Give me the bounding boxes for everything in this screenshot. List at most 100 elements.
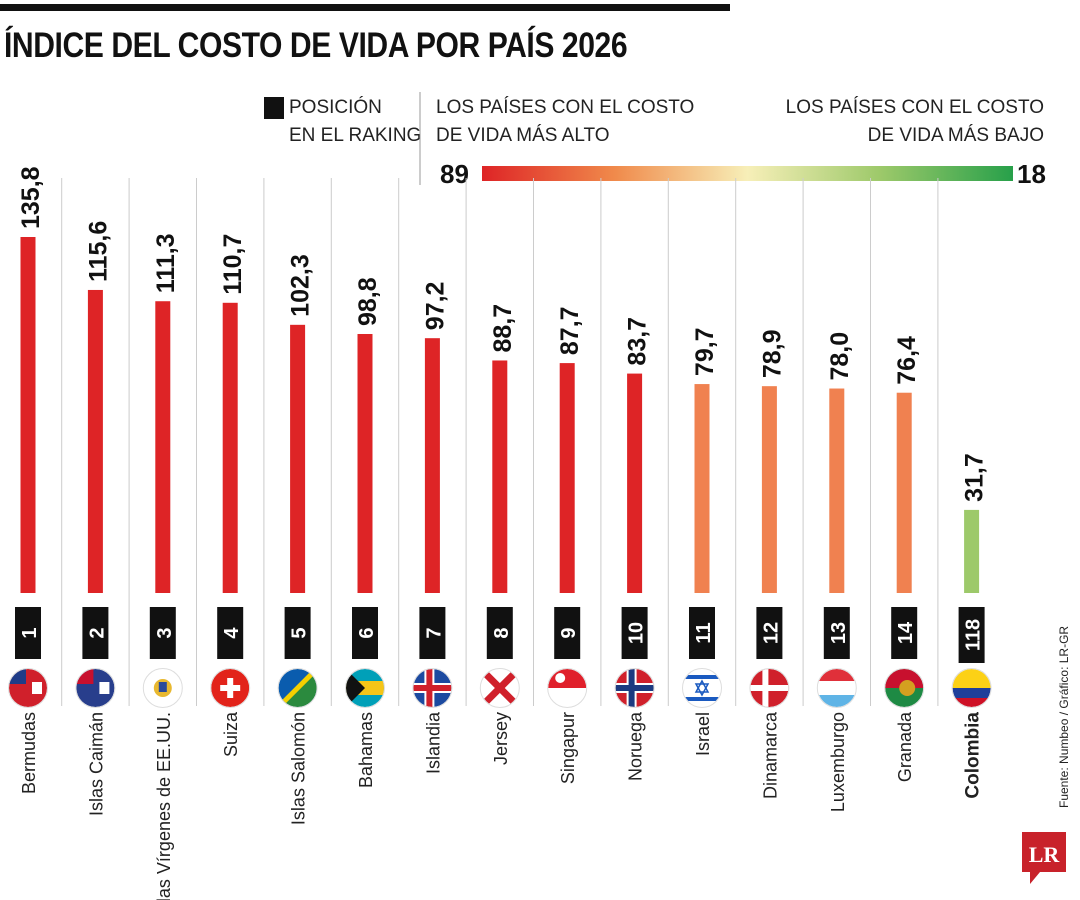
bar xyxy=(290,324,306,593)
rank-box xyxy=(823,607,850,659)
bar-group-granada: 76,4 14 Granada xyxy=(884,336,925,782)
rank-box xyxy=(15,607,41,659)
bar xyxy=(20,237,36,593)
bermuda-flag-icon xyxy=(8,668,48,708)
rank-label: 13 xyxy=(828,622,850,644)
rank-legend-swatch xyxy=(264,97,284,119)
color-scale-bar xyxy=(482,166,1013,181)
country-label: Colombia xyxy=(963,712,984,799)
scale-max-label: 89 xyxy=(440,159,469,189)
bar-group-dinamarca: 78,9 12 Dinamarca xyxy=(749,329,790,799)
rank-label: 14 xyxy=(895,621,917,644)
country-label: Granada xyxy=(895,711,915,782)
country-label: Bahamas xyxy=(356,712,376,788)
country-label: Suiza xyxy=(221,711,241,757)
bar-group-bahamas: 98,8 6 Bahamas xyxy=(345,277,385,788)
value-label: 76,4 xyxy=(893,336,921,385)
rank-box xyxy=(82,607,109,659)
rank-label: 7 xyxy=(423,627,445,638)
high-legend-line2: DE VIDA MÁS ALTO xyxy=(436,125,610,146)
rank-box xyxy=(891,607,918,659)
high-legend-line1: LOS PAÍSES CON EL COSTO xyxy=(436,97,694,118)
value-label: 135,8 xyxy=(17,166,45,229)
value-label: 78,9 xyxy=(758,329,786,378)
low-legend-line1: LOS PAÍSES CON EL COSTO xyxy=(786,97,1044,118)
country-label: Jersey xyxy=(491,712,511,765)
value-label: 83,7 xyxy=(624,317,652,366)
us-virgin-islands-flag-icon xyxy=(142,668,183,708)
rank-box xyxy=(284,607,311,659)
rank-box xyxy=(352,607,378,659)
bar xyxy=(829,388,845,593)
value-label: 78,0 xyxy=(826,332,854,381)
bar-group-luxemburgo: 78,0 13 Luxemburgo xyxy=(816,332,857,812)
denmark-flag-icon xyxy=(749,668,790,708)
bahamas-flag-icon xyxy=(345,668,385,708)
rank-label: 4 xyxy=(221,627,243,639)
singapore-flag-icon xyxy=(547,668,588,708)
bar-group-jersey: 88,7 8 Jersey xyxy=(479,304,520,765)
value-label: 87,7 xyxy=(556,306,584,355)
grenada-flag-icon xyxy=(884,668,925,708)
solomon-islands-flag-icon xyxy=(277,668,318,708)
bar xyxy=(155,301,171,593)
bar-group-israel: 79,7 11 Israel xyxy=(682,327,722,756)
rank-label: 9 xyxy=(558,627,580,638)
rank-label: 1 xyxy=(19,627,41,638)
rank-label: 8 xyxy=(491,627,513,638)
value-label: 98,8 xyxy=(354,277,382,326)
rank-box xyxy=(486,607,513,659)
value-label: 97,2 xyxy=(421,282,449,331)
bar-group-islas-v-rgenes-de-ee-uu-: 111,3 3 Islas Vírgenes de EE.UU. xyxy=(142,233,183,900)
value-label: 31,7 xyxy=(961,453,989,502)
bar-group-suiza: 110,7 4 Suiza xyxy=(210,234,251,757)
bar xyxy=(492,360,508,593)
rank-label: 11 xyxy=(693,622,715,643)
rank-box xyxy=(554,607,581,659)
rank-label: 3 xyxy=(154,627,176,638)
colombia-flag-icon xyxy=(951,668,992,708)
rank-legend-line1: POSICIÓN xyxy=(289,96,382,118)
rank-box xyxy=(689,607,715,659)
low-legend-line2: DE VIDA MÁS BAJO xyxy=(868,125,1044,146)
israel-flag-icon xyxy=(682,668,722,708)
source-note: Fuente: Numbeo / Gráfico: LR-GR xyxy=(1057,626,1071,808)
bar-group-islandia: 97,2 7 Islandia xyxy=(412,282,453,774)
bar xyxy=(964,509,980,593)
rank-box xyxy=(149,607,176,659)
bar xyxy=(761,386,777,593)
rank-label: 6 xyxy=(356,627,378,638)
bar-group-colombia: 31,7 118 Colombia xyxy=(951,453,992,799)
rank-box xyxy=(958,607,985,663)
value-label: 88,7 xyxy=(489,304,517,353)
country-label: Islas Caimán xyxy=(86,712,106,816)
luxembourg-flag-icon xyxy=(816,668,857,708)
country-label: Islas Salomón xyxy=(289,712,309,825)
scale-min-label: 18 xyxy=(1017,159,1046,189)
rank-box xyxy=(217,607,244,659)
value-label: 79,7 xyxy=(691,327,719,376)
jersey-flag-icon xyxy=(479,668,520,708)
bar xyxy=(222,302,238,593)
country-label: Luxemburgo xyxy=(828,712,848,812)
chart-title: ÍNDICE DEL COSTO DE VIDA POR PAÍS 2026 xyxy=(4,26,628,65)
bar xyxy=(357,333,373,593)
rank-label: 2 xyxy=(86,627,108,638)
value-label: 102,3 xyxy=(287,254,315,317)
rank-legend-line2: EN EL RAKING xyxy=(289,125,421,146)
rank-box xyxy=(756,607,783,659)
iceland-flag-icon xyxy=(412,668,453,708)
bar-group-islas-caim-n: 115,6 2 Islas Caimán xyxy=(75,221,116,816)
country-label: Noruega xyxy=(626,711,646,781)
bar xyxy=(694,384,710,593)
bar-group-singapur: 87,7 9 Singapur xyxy=(547,306,588,784)
norway-flag-icon xyxy=(614,668,655,708)
country-label: Dinamarca xyxy=(760,711,780,799)
cayman-islands-flag-icon xyxy=(75,668,116,708)
legend: POSICIÓN EN EL RAKING LOS PAÍSES CON EL … xyxy=(264,92,1046,189)
rank-label: 12 xyxy=(760,622,782,644)
rank-label: 10 xyxy=(626,622,648,644)
bar xyxy=(627,373,643,593)
bar xyxy=(424,338,440,593)
